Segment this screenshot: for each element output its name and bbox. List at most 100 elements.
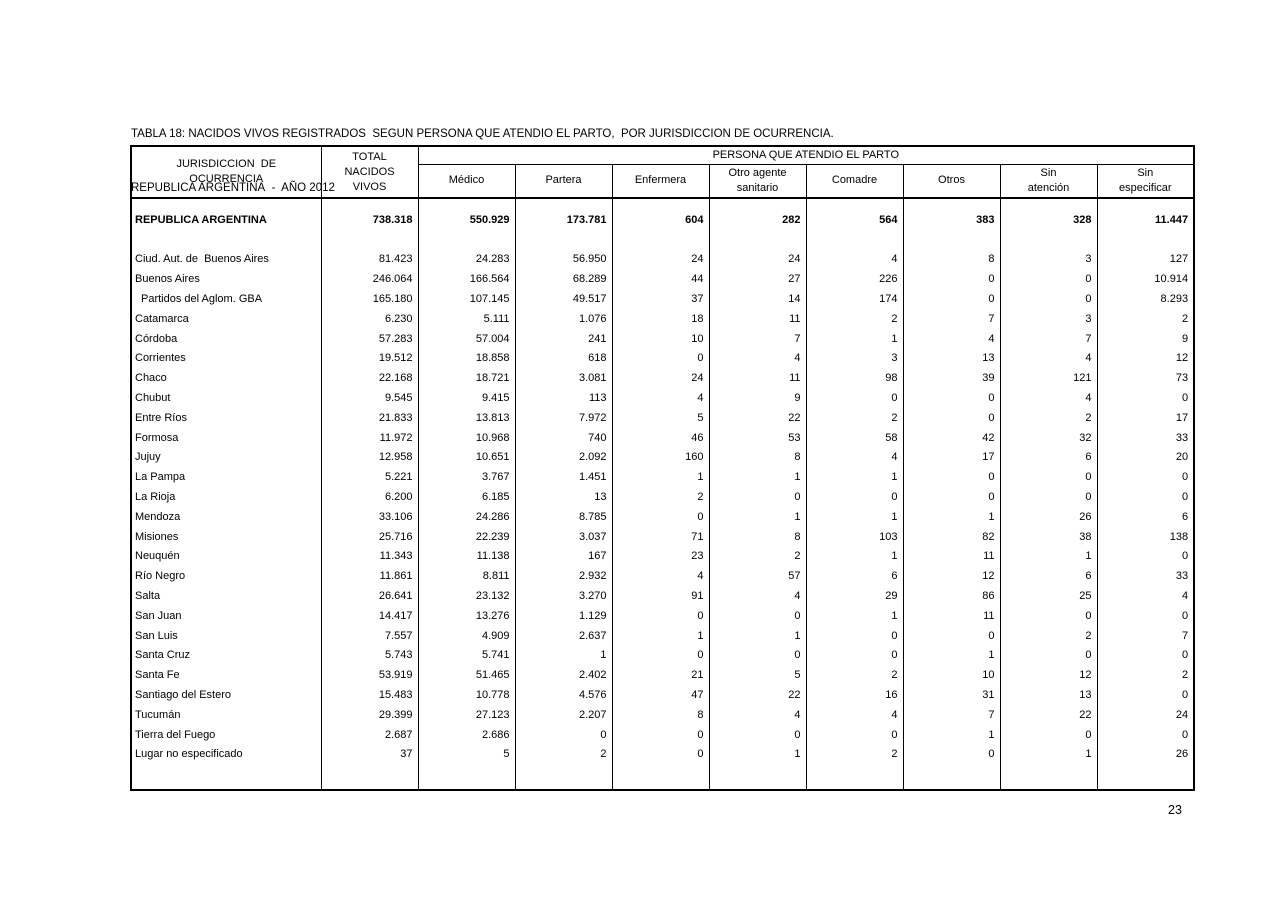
cell-value: 4	[708, 586, 807, 606]
cell-value: 604	[611, 210, 710, 230]
cell-value: 27	[708, 269, 807, 290]
cell-value: 8	[708, 447, 807, 468]
spacer-cell	[611, 764, 710, 791]
cell-value: 53	[708, 427, 807, 448]
cell-value: 1	[805, 467, 904, 488]
cell-jurisdiction: Buenos Aires	[130, 269, 322, 290]
cell-jurisdiction: Jujuy	[130, 447, 322, 468]
cell-value: 738.318	[320, 210, 419, 230]
cell-value: 6.230	[320, 308, 419, 329]
cell-value: 4	[999, 348, 1098, 369]
cell-value: 4	[805, 704, 904, 725]
cell-value: 71	[611, 526, 710, 547]
spacer-cell	[320, 229, 419, 250]
spacer-row	[130, 229, 1195, 250]
cell-jurisdiction: Salta	[130, 586, 322, 606]
cell-jurisdiction: Río Negro	[130, 566, 322, 587]
cell-value: 1	[708, 467, 807, 488]
cell-value: 2	[805, 407, 904, 428]
cell-value: 2.637	[514, 625, 613, 646]
cell-jurisdiction: La Rioja	[130, 487, 322, 507]
cell-value: 2	[1096, 308, 1195, 329]
cell-value: 0	[1096, 487, 1195, 507]
cell-jurisdiction: Santiago del Estero	[130, 685, 322, 705]
cell-value: 7	[708, 328, 807, 349]
cell-value: 0	[1096, 467, 1195, 488]
cell-value: 8	[611, 704, 710, 725]
cell-value: 0	[611, 506, 710, 527]
cell-value: 174	[805, 289, 904, 309]
spacer-cell	[902, 764, 1001, 791]
cell-value: 564	[805, 210, 904, 230]
cell-value: 4	[1096, 586, 1195, 606]
cell-value: 4.909	[417, 625, 516, 646]
spacer-cell	[999, 764, 1098, 791]
cell-value: 2	[514, 744, 613, 765]
spacer-cell	[130, 764, 322, 791]
births-by-attendant-table: JURISDICCION DE OCURRENCIA TOTAL NACIDOS…	[130, 145, 1196, 792]
cell-value: 11.138	[417, 546, 516, 567]
cell-value: 26	[1096, 744, 1195, 765]
cell-value: 7	[902, 704, 1001, 725]
cell-value: 0	[1096, 388, 1195, 408]
cell-value: 11	[902, 546, 1001, 567]
cell-value: 10.914	[1096, 269, 1195, 290]
cell-value: 81.423	[320, 249, 419, 270]
cell-jurisdiction: Tucumán	[130, 704, 322, 725]
cell-value: 2	[708, 546, 807, 567]
cell-value: 0	[999, 605, 1098, 626]
column-header-otro-agente: Otro agente sanitario	[708, 163, 807, 199]
cell-value: 15.483	[320, 685, 419, 705]
table-row: Corrientes 19.512 18.858 618 0 4 3 13 4 12	[130, 348, 1195, 369]
cell-value: 0	[805, 645, 904, 666]
cell-value: 37	[320, 744, 419, 765]
cell-value: 4	[611, 566, 710, 587]
cell-value: 1	[902, 724, 1001, 745]
cell-jurisdiction: Santa Fe	[130, 665, 322, 686]
spacer-cell	[805, 198, 904, 210]
cell-value: 5	[417, 744, 516, 765]
table-row: Río Negro 11.861 8.811 2.932 4 57 6 12 6 33	[130, 566, 1195, 587]
cell-value: 14	[708, 289, 807, 309]
spacer-cell	[417, 764, 516, 791]
cell-value: 1	[902, 645, 1001, 666]
table-row: Ciud. Aut. de Buenos Aires 81.423 24.283 56…	[130, 249, 1195, 270]
cell-value: 7.557	[320, 625, 419, 646]
cell-value: 167	[514, 546, 613, 567]
cell-value: 98	[805, 368, 904, 389]
cell-value: 2	[611, 487, 710, 507]
cell-value: 5.221	[320, 467, 419, 488]
cell-value: 8.293	[1096, 289, 1195, 309]
cell-value: 0	[1096, 724, 1195, 745]
cell-value: 5	[708, 665, 807, 686]
spacer-cell	[611, 198, 710, 210]
cell-value: 3.081	[514, 368, 613, 389]
cell-value: 6	[999, 447, 1098, 468]
cell-value: 20	[1096, 447, 1195, 468]
cell-value: 0	[999, 289, 1098, 309]
table-header: JURISDICCION DE OCURRENCIA TOTAL NACIDOS…	[130, 145, 1195, 199]
column-header-sin-atencion: Sin atención	[999, 163, 1098, 199]
cell-value: 82	[902, 526, 1001, 547]
table-row: La Rioja 6.200 6.185 13 2 0 0 0 0 0	[130, 487, 1195, 507]
cell-value: 10	[902, 665, 1001, 686]
cell-value: 4	[805, 447, 904, 468]
cell-value: 0	[805, 625, 904, 646]
spacer-cell	[1096, 764, 1195, 791]
page-title-line1: TABLA 18: NACIDOS VIVOS REGISTRADOS SEGU…	[131, 128, 834, 140]
cell-jurisdiction: Corrientes	[130, 348, 322, 369]
cell-value: 22.239	[417, 526, 516, 547]
cell-value: 165.180	[320, 289, 419, 309]
spacer-cell	[514, 229, 613, 250]
cell-jurisdiction: Formosa	[130, 427, 322, 448]
cell-value: 0	[805, 388, 904, 408]
cell-value: 2	[1096, 665, 1195, 686]
cell-value: 121	[999, 368, 1098, 389]
cell-value: 246.064	[320, 269, 419, 290]
cell-value: 2	[805, 665, 904, 686]
cell-value: 39	[902, 368, 1001, 389]
cell-value: 0	[902, 269, 1001, 290]
cell-value: 5.743	[320, 645, 419, 666]
cell-value: 33.106	[320, 506, 419, 527]
